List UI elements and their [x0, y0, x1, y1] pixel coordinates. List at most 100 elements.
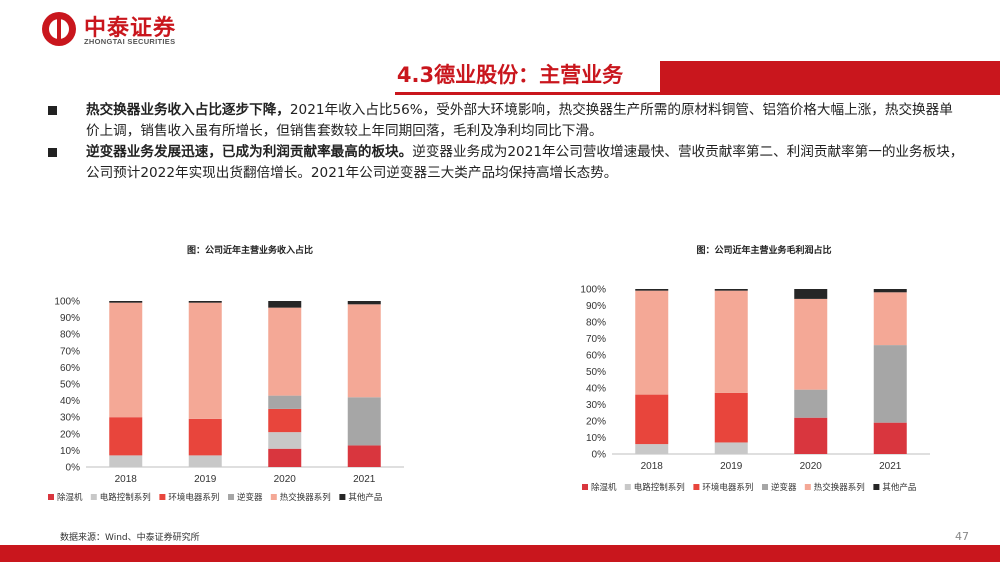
- legend-swatch: [228, 494, 234, 500]
- legend-label: 电路控制系列: [100, 492, 151, 502]
- bullet-text: 2021年收入占比56%，受外部大环境影响，热交换器生产所需的原材料铜管、铝箔价…: [86, 102, 953, 139]
- bar-segment: [714, 392, 748, 443]
- bar-segment: [714, 290, 748, 393]
- x-tick-label: 2021: [879, 461, 902, 472]
- bullet-bold-text: 逆变器业务发展迅速，已成为利润贡献率最高的板块。: [86, 144, 413, 160]
- bar-segment: [268, 395, 302, 409]
- bar-segment: [873, 289, 907, 293]
- y-tick-label: 80%: [60, 330, 80, 341]
- company-logo: 中泰证券 ZHONGTAI SECURITIES: [42, 8, 202, 52]
- legend-swatch: [804, 484, 811, 490]
- x-tick-label: 2018: [115, 474, 138, 485]
- legend-label: 环境电器系列: [168, 492, 219, 502]
- bar-segment: [109, 455, 143, 467]
- legend-swatch: [873, 484, 880, 490]
- y-tick-label: 50%: [60, 380, 80, 391]
- bar-segment: [635, 290, 669, 395]
- footer-band: [0, 545, 1000, 562]
- bar-segment: [794, 289, 828, 299]
- y-tick-label: 30%: [586, 400, 606, 411]
- bar-segment: [794, 298, 828, 390]
- bullet-square-icon: [48, 148, 57, 157]
- y-tick-label: 50%: [586, 367, 606, 378]
- bar-segment: [873, 292, 907, 346]
- x-tick-label: 2020: [274, 474, 297, 485]
- bullet-item: 热交换器业务收入占比逐步下降，2021年收入占比56%，受外部大环境影响，热交换…: [44, 100, 964, 142]
- bar-segment: [714, 289, 748, 291]
- x-tick-label: 2019: [720, 461, 743, 472]
- bar-segment: [268, 448, 302, 467]
- legend-swatch: [693, 484, 700, 490]
- x-tick-label: 2018: [641, 461, 664, 472]
- y-tick-label: 100%: [54, 297, 80, 308]
- legend-swatch: [270, 494, 277, 500]
- logo-mark-icon: [42, 12, 76, 46]
- bar-segment: [268, 307, 302, 396]
- bullet-list: 热交换器业务收入占比逐步下降，2021年收入占比56%，受外部大环境影响，热交换…: [44, 100, 964, 184]
- y-tick-label: 70%: [586, 334, 606, 345]
- x-tick-label: 2021: [353, 474, 376, 485]
- legend-label: 除湿机: [57, 492, 83, 502]
- revenue-share-chart: 0% 10% 20% 30% 40% 50% 60% 70% 80% 90% 100% 2018 201…: [48, 297, 404, 502]
- legend-label: 逆变器: [237, 492, 263, 502]
- bullet-bold-text: 热交换器业务收入占比逐步下降，: [86, 102, 290, 118]
- y-tick-label: 70%: [60, 346, 80, 357]
- x-tick-label: 2019: [194, 474, 217, 485]
- bar-segment: [794, 389, 828, 418]
- bar-segment: [347, 304, 381, 398]
- legend-swatch: [582, 484, 588, 490]
- y-tick-label: 20%: [60, 429, 80, 440]
- y-tick-label: 0%: [592, 450, 607, 461]
- y-tick-label: 60%: [586, 351, 606, 362]
- y-tick-label: 80%: [586, 318, 606, 329]
- bar-segment: [109, 302, 143, 418]
- bar-segment: [635, 289, 669, 291]
- gross-profit-share-chart: 0% 10% 20% 30% 40% 50% 60% 70% 80% 90% 100% 2018 201…: [580, 285, 930, 492]
- bar-segment: [188, 418, 222, 456]
- y-tick-label: 40%: [60, 396, 80, 407]
- legend-swatch: [762, 484, 768, 490]
- legend-label: 热交换器系列: [280, 492, 331, 502]
- logo-cn-text: 中泰证券: [84, 16, 177, 41]
- legend-label: 电路控制系列: [634, 482, 685, 492]
- y-tick-label: 90%: [60, 313, 80, 324]
- x-tick-label: 2020: [800, 461, 823, 472]
- bar-segment: [268, 432, 302, 449]
- chart-title-gross-profit: 图：公司近年主营业务毛利润占比: [696, 246, 832, 256]
- y-tick-label: 60%: [60, 363, 80, 374]
- legend-label: 环境电器系列: [702, 482, 753, 492]
- bar-segment: [268, 408, 302, 433]
- page-title: 4.3德业股份：主营业务: [360, 58, 660, 92]
- bullet-text: 逆变器业务成为2021年公司营收增速最快、营收贡献率第二、利润贡献率第一的业务板…: [86, 144, 964, 181]
- bar-segment: [188, 301, 222, 303]
- y-tick-label: 90%: [586, 301, 606, 312]
- legend-label: 热交换器系列: [814, 482, 865, 492]
- bar-segment: [109, 301, 143, 303]
- bar-segment: [635, 394, 669, 445]
- legend-swatch: [339, 494, 346, 500]
- bar-segment: [794, 417, 828, 454]
- bar-segment: [188, 455, 222, 467]
- page-number: 47: [955, 530, 969, 543]
- y-tick-label: 100%: [580, 285, 606, 296]
- legend-label: 逆变器: [771, 482, 797, 492]
- bar-segment: [873, 422, 907, 454]
- legend-swatch: [159, 494, 166, 500]
- bullet-square-icon: [48, 106, 57, 115]
- y-tick-label: 0%: [66, 463, 81, 474]
- bar-segment: [714, 442, 748, 454]
- legend-swatch: [90, 494, 97, 500]
- y-tick-label: 30%: [60, 413, 80, 424]
- bar-segment: [268, 301, 302, 308]
- logo-en-text: ZHONGTAI SECURITIES: [84, 37, 176, 46]
- y-tick-label: 10%: [586, 433, 606, 444]
- bar-segment: [347, 445, 381, 467]
- legend-label: 其他产品: [882, 482, 916, 492]
- y-tick-label: 20%: [586, 417, 606, 428]
- chart-title-revenue: 图：公司近年主营业务收入占比: [186, 246, 313, 256]
- bullet-item: 逆变器业务发展迅速，已成为利润贡献率最高的板块。逆变器业务成为2021年公司营收…: [44, 142, 964, 184]
- legend-swatch: [48, 494, 54, 500]
- bar-segment: [347, 397, 381, 446]
- legend-label: 其他产品: [348, 492, 382, 502]
- bar-segment: [347, 301, 381, 305]
